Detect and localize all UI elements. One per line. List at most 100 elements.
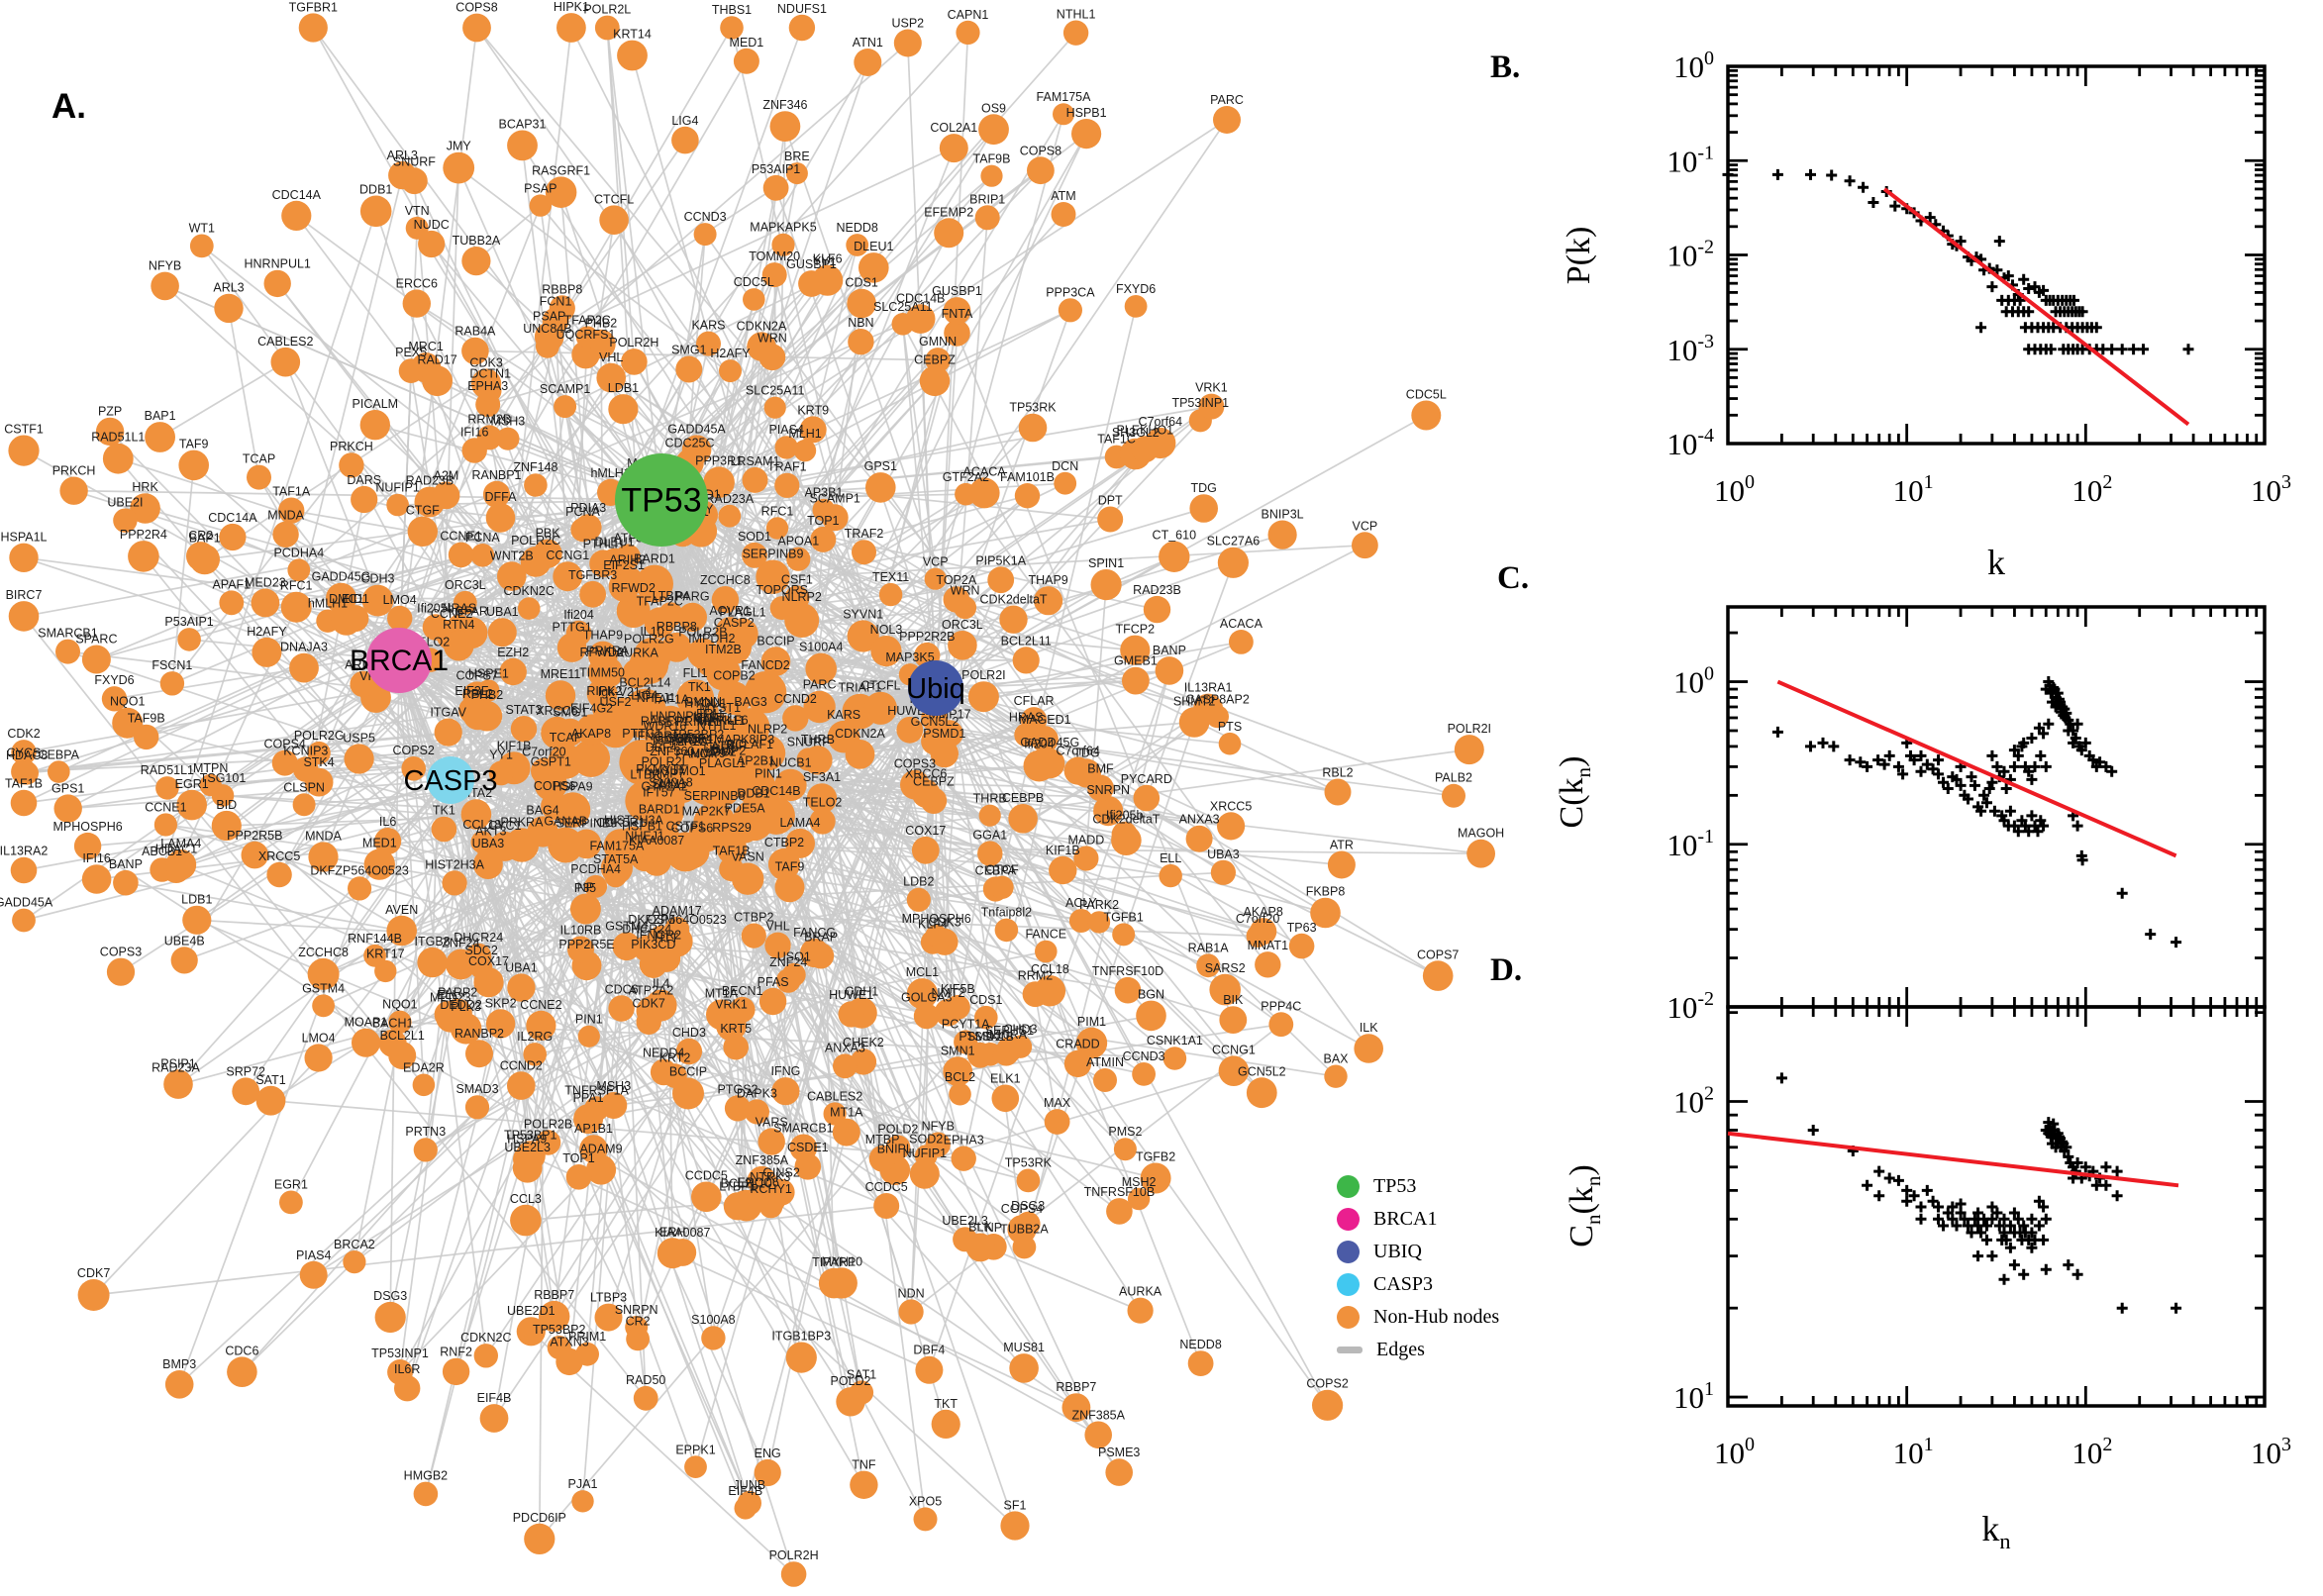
network-node bbox=[848, 329, 874, 355]
network-node bbox=[612, 932, 642, 961]
network-node-label: COPS3 bbox=[100, 946, 142, 959]
network-node-label: PCNA bbox=[465, 531, 500, 545]
network-node-label: AKAP8 bbox=[571, 727, 611, 741]
network-node-label: SCAMP1 bbox=[540, 382, 590, 396]
network-node-label: PALB2 bbox=[1435, 771, 1472, 785]
network-node-label: PICALM bbox=[353, 397, 399, 411]
network-node bbox=[931, 1409, 960, 1439]
network-node bbox=[592, 656, 624, 688]
network-node-label: PPA1 bbox=[573, 1091, 604, 1105]
network-node-label: RBL2 bbox=[1322, 765, 1353, 779]
network-node-label: CCL18 bbox=[1031, 962, 1069, 976]
network-node bbox=[386, 915, 418, 947]
network-node-label: ERH bbox=[696, 707, 722, 721]
network-node bbox=[442, 1357, 470, 1386]
network-node-label: PPP2R2A bbox=[653, 735, 709, 748]
network-node bbox=[1255, 951, 1281, 978]
network-node-label: PARK2 bbox=[1079, 898, 1119, 912]
network-node bbox=[496, 427, 520, 450]
network-node-label: SF1 bbox=[1004, 1498, 1027, 1512]
network-node bbox=[1008, 1035, 1033, 1058]
network-node-label: MMP9 bbox=[690, 747, 726, 760]
network-node bbox=[1209, 973, 1241, 1006]
legend-item-tp53: TP53 bbox=[1337, 1174, 1499, 1198]
network-node bbox=[470, 544, 495, 567]
network-node-label: SNURF bbox=[393, 154, 436, 168]
network-node-label: NDN bbox=[898, 1286, 925, 1300]
network-node-label: BNIPL bbox=[877, 1142, 913, 1155]
network-node bbox=[448, 542, 474, 568]
network-node-label: CCL18 bbox=[462, 818, 501, 832]
network-node bbox=[412, 1073, 436, 1097]
network-node-label: THBS1 bbox=[712, 3, 752, 17]
network-node-label: CEBPB bbox=[1002, 791, 1044, 805]
network-node bbox=[527, 816, 558, 848]
network-node-label: MNDA bbox=[267, 509, 304, 523]
network-node-label: ADAM17 bbox=[653, 904, 702, 918]
network-node-label: CCND2 bbox=[500, 1058, 543, 1072]
network-node bbox=[361, 584, 394, 617]
network-node-label: POLR2I bbox=[961, 668, 1005, 682]
network-node-label: IL4 bbox=[653, 977, 669, 991]
network-node bbox=[182, 905, 212, 935]
network-node bbox=[1012, 1235, 1037, 1259]
hub-node-ubiq bbox=[908, 660, 963, 716]
network-node bbox=[1112, 923, 1136, 947]
network-node-label: PARG bbox=[675, 590, 710, 604]
network-node bbox=[386, 493, 409, 517]
network-node-label: SLC27A6 bbox=[1207, 535, 1261, 549]
network-node-label: TUBB2A bbox=[453, 234, 501, 248]
network-node bbox=[418, 230, 446, 258]
network-node bbox=[151, 271, 179, 301]
network-node bbox=[616, 594, 651, 628]
network-node-label: GPS1 bbox=[51, 781, 84, 795]
network-node bbox=[639, 950, 667, 978]
network-node bbox=[946, 994, 970, 1020]
network-node-label: NHEJ1 bbox=[625, 830, 664, 844]
network-node bbox=[512, 1152, 543, 1183]
network-node-label: TP53BP2 bbox=[533, 1323, 586, 1337]
network-node-label: POLR2H bbox=[609, 336, 658, 349]
network-node-label: BRCA2 bbox=[334, 1238, 375, 1251]
network-node bbox=[308, 842, 339, 872]
network-node-label: TAF1C bbox=[669, 735, 708, 748]
network-node bbox=[189, 544, 220, 575]
network-node-label: CDC5L bbox=[1406, 388, 1447, 402]
network-node-label: ZCCHC8 bbox=[298, 946, 349, 959]
network-node-label: CDKN2C bbox=[460, 1331, 511, 1345]
network-node bbox=[461, 337, 489, 365]
network-node-labels: KLF4TP53BP2WDR1TAF1CPPP2R2AFANCACD53PRIM… bbox=[0, 0, 1504, 1562]
network-node-label: MYH10 bbox=[821, 1254, 862, 1268]
network-node-label: GPS1 bbox=[864, 459, 897, 473]
network-node-label: UBA1 bbox=[505, 960, 538, 974]
network-node bbox=[176, 789, 207, 821]
network-node-label: PPP2R2B bbox=[899, 630, 955, 644]
network-node bbox=[177, 628, 201, 651]
network-node-label: NEDD8 bbox=[1179, 1338, 1221, 1351]
network-node bbox=[211, 810, 242, 842]
network-node-label: TNFRSF10D bbox=[1092, 964, 1163, 978]
network-node-label: LIG4 bbox=[631, 689, 657, 703]
network-node-label: BCL2L11 bbox=[1001, 634, 1052, 648]
network-node bbox=[344, 744, 374, 774]
network-node-label: PDE5A bbox=[725, 801, 766, 815]
network-node-label: KLF4 bbox=[683, 732, 713, 746]
network-node bbox=[810, 526, 837, 552]
network-node-label: BAG4 bbox=[526, 803, 558, 817]
tick-label: 101 bbox=[1893, 471, 1934, 508]
network-node bbox=[1071, 119, 1102, 150]
network-node bbox=[703, 466, 735, 499]
network-node bbox=[1267, 520, 1297, 549]
tick-label: 10-2 bbox=[1666, 988, 1714, 1025]
panel-d-fit-line bbox=[1727, 1131, 2179, 1188]
network-node-label: TAF9B bbox=[973, 152, 1011, 166]
network-node-label: GGA1 bbox=[972, 828, 1007, 842]
network-node bbox=[485, 503, 516, 533]
network-node bbox=[422, 614, 450, 641]
network-node-label: C4R bbox=[694, 712, 719, 726]
network-node-label: IL10RB bbox=[560, 924, 602, 938]
network-node-label: CT_610 bbox=[1153, 529, 1197, 543]
hub-label-casp3: CASP3 bbox=[403, 765, 497, 797]
network-node-label: CEBPZ bbox=[914, 353, 956, 367]
network-node-label: CDK3 bbox=[928, 916, 960, 930]
